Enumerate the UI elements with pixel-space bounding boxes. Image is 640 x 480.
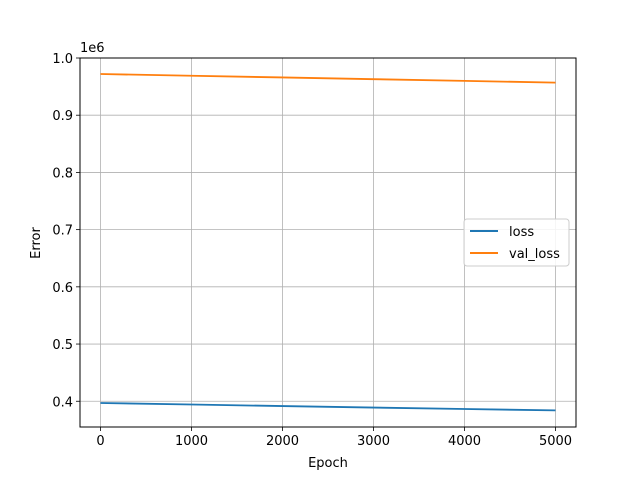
y-axis-label: Error [29, 227, 44, 259]
y-tick-label: 0.8 [52, 166, 73, 181]
y-tick-label: 0.4 [52, 395, 73, 410]
x-tick-label: 5000 [539, 434, 572, 449]
series-lines [100, 73, 556, 412]
legend-label-loss: loss [509, 225, 534, 240]
x-tick-label: 3000 [357, 434, 390, 449]
x-axis-label: Epoch [308, 456, 348, 471]
legend-label-val-loss: val_loss [509, 247, 560, 262]
y-tick-label: 0.7 [52, 224, 73, 239]
series-line-loss [100, 402, 556, 412]
x-axis-ticks: 0 1000 2000 3000 4000 5000 [96, 427, 572, 449]
axes-frame [79, 57, 577, 428]
legend: loss val_loss [463, 218, 570, 267]
y-tick-label: 0.6 [52, 281, 73, 296]
series-line-val-loss [100, 73, 556, 84]
y-axis-ticks: 0.4 0.5 0.6 0.7 0.8 0.9 1.0 [52, 52, 80, 410]
y-offset-label: 1e6 [80, 41, 105, 56]
y-tick-label: 0.9 [52, 109, 73, 124]
x-tick-label: 2000 [266, 434, 299, 449]
x-tick-label: 1000 [175, 434, 208, 449]
y-tick-label: 0.5 [52, 338, 73, 353]
x-tick-label: 4000 [448, 434, 481, 449]
x-tick-label: 0 [96, 434, 104, 449]
y-tick-label: 1.0 [52, 52, 73, 67]
